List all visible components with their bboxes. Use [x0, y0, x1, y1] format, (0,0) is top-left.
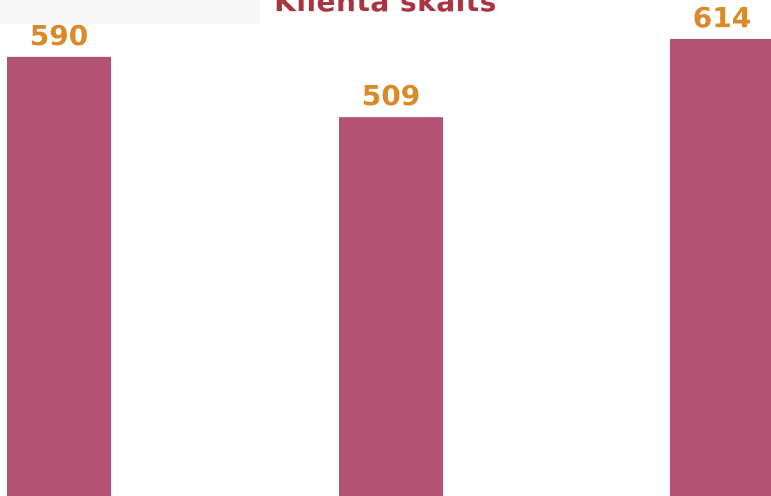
- bar-1: [7, 56, 111, 496]
- bar-value-label-3: 614: [693, 1, 751, 34]
- bar-2: [339, 117, 443, 496]
- bar-value-label-1: 590: [30, 19, 88, 52]
- top-band: [0, 0, 260, 24]
- chart-title: Klienta skaits: [274, 0, 497, 18]
- bar-value-label-2: 509: [362, 79, 420, 112]
- bar-3: [670, 39, 771, 496]
